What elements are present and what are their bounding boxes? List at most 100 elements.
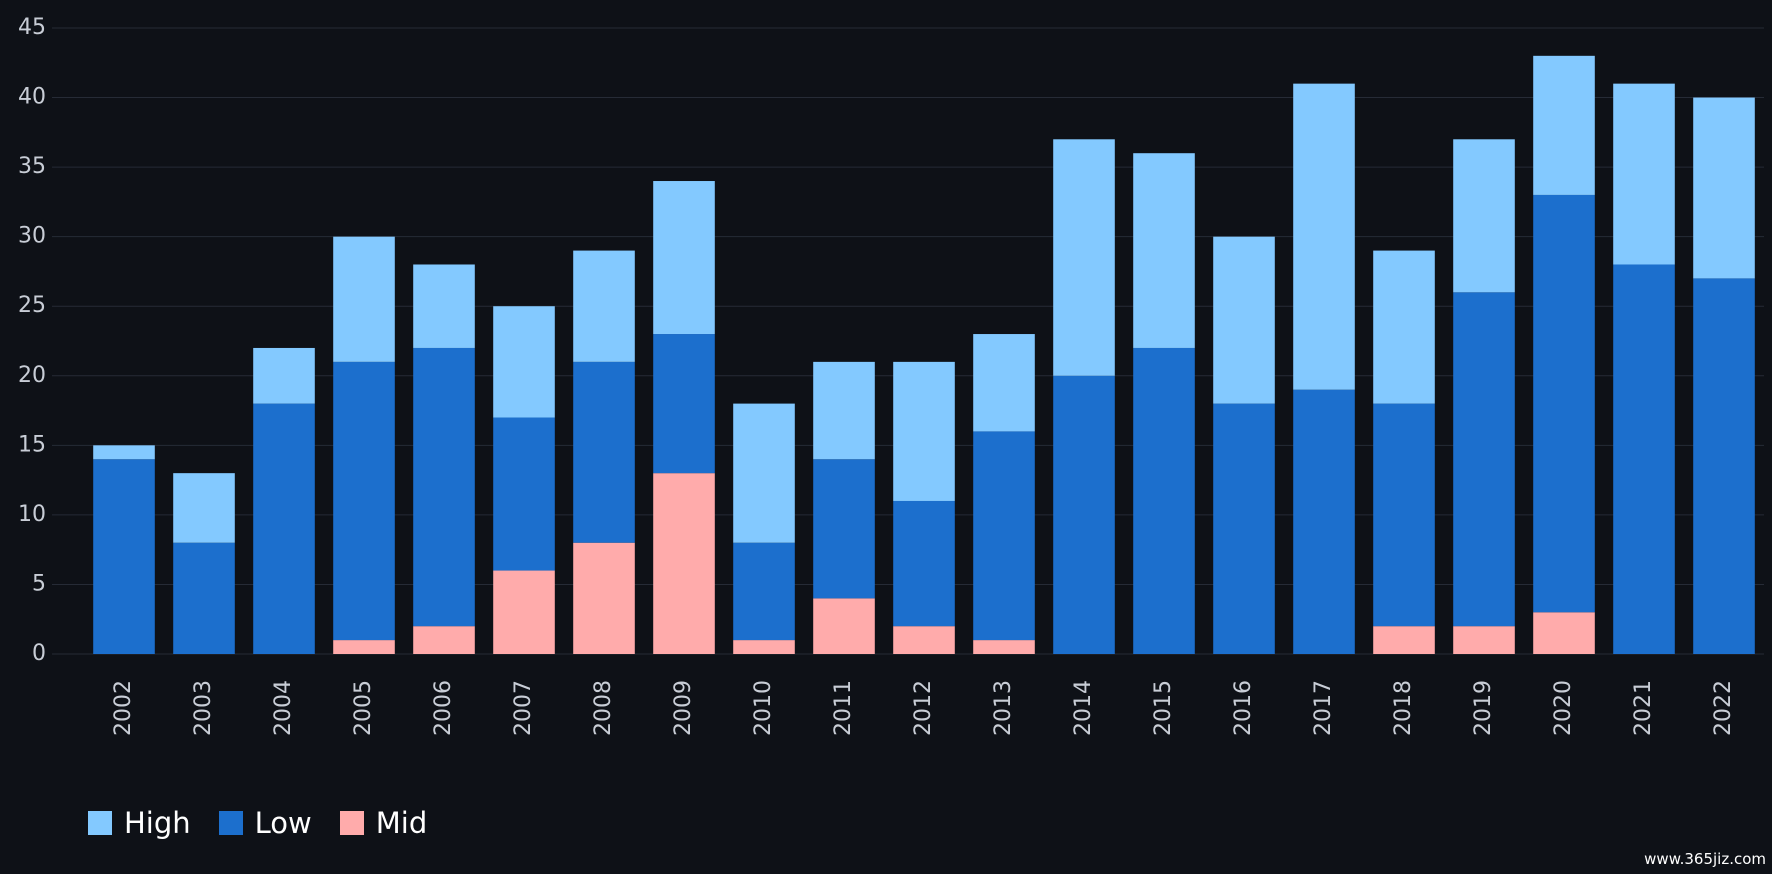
bar-segment-low	[93, 459, 155, 654]
x-tick-label: 2020	[1551, 680, 1576, 736]
bar-segment-high	[333, 236, 395, 362]
y-tick-label: 15	[18, 432, 46, 457]
bar-segment-mid	[893, 626, 955, 654]
bar-segment-low	[973, 431, 1035, 641]
bar-segment-high	[1613, 83, 1675, 265]
y-tick-label: 5	[32, 571, 46, 596]
legend-item-high: High	[88, 806, 191, 840]
bar-segment-high	[813, 361, 875, 460]
legend-item-mid: Mid	[339, 806, 428, 840]
bar-segment-high	[1373, 250, 1435, 404]
legend-label: Low	[254, 806, 312, 840]
bar-segment-mid	[1453, 626, 1515, 654]
bar-segment-mid	[1533, 612, 1595, 654]
bar-segment-high	[733, 403, 795, 543]
bar-segment-mid	[1373, 626, 1435, 654]
bar-segment-mid	[333, 640, 395, 654]
y-tick-label: 0	[32, 641, 46, 666]
bar-segment-low	[333, 361, 395, 641]
y-tick-label: 45	[18, 15, 46, 40]
bar-segment-high	[493, 306, 555, 418]
x-tick-label: 2009	[671, 680, 696, 736]
bar-segment-high	[1533, 55, 1595, 195]
y-tick-label: 20	[18, 363, 46, 388]
x-tick-label: 2021	[1631, 680, 1656, 736]
bar-segment-low	[1373, 403, 1435, 627]
bar-segment-high	[1133, 153, 1195, 348]
x-axis: 2002 2003 2004 2005 2006 2007 2008 2009 2010 2011…	[111, 680, 1736, 736]
y-tick-label: 40	[18, 85, 46, 110]
y-tick-label: 25	[18, 293, 46, 318]
bar-segment-high	[653, 181, 715, 335]
x-tick-label: 2015	[1151, 680, 1176, 736]
y-tick-label: 10	[18, 502, 46, 527]
x-tick-label: 2008	[591, 680, 616, 736]
bar-segment-low	[413, 347, 475, 627]
bar-segment-low	[1133, 347, 1195, 654]
x-tick-label: 2017	[1311, 680, 1336, 736]
bar-segment-high	[1053, 139, 1115, 376]
y-tick-label: 30	[18, 224, 46, 249]
watermark: www.365jiz.com	[1644, 850, 1766, 868]
legend-swatch	[218, 811, 243, 835]
bar-segment-mid	[413, 626, 475, 654]
bar-segment-low	[493, 417, 555, 571]
bar-segment-mid	[573, 542, 635, 654]
legend-label: High	[124, 806, 191, 840]
bars	[93, 55, 1755, 654]
x-tick-label: 2004	[271, 680, 296, 736]
bar-segment-high	[413, 264, 475, 348]
x-tick-label: 2006	[431, 680, 456, 736]
bar-segment-mid	[733, 640, 795, 654]
bar-segment-low	[1213, 403, 1275, 654]
legend: High Low Mid	[88, 806, 427, 840]
bar-segment-high	[1213, 236, 1275, 404]
y-tick-label: 35	[18, 154, 46, 179]
bar-segment-high	[173, 473, 235, 543]
x-tick-label: 2018	[1391, 680, 1416, 736]
bar-segment-low	[813, 459, 875, 599]
x-tick-label: 2005	[351, 680, 376, 736]
bar-segment-low	[173, 542, 235, 654]
x-tick-label: 2016	[1231, 680, 1256, 736]
x-tick-label: 2022	[1711, 680, 1736, 736]
x-tick-label: 2010	[751, 680, 776, 736]
bar-segment-mid	[973, 640, 1035, 654]
legend-label: Mid	[375, 806, 428, 840]
bar-segment-low	[573, 361, 635, 543]
x-tick-label: 2007	[511, 680, 536, 736]
bar-segment-high	[1453, 139, 1515, 293]
legend-swatch	[88, 811, 112, 835]
bar-segment-mid	[653, 473, 715, 654]
x-tick-label: 2002	[111, 680, 136, 736]
bar-segment-low	[653, 334, 715, 474]
legend-item-low: Low	[218, 806, 312, 840]
x-tick-label: 2012	[911, 680, 936, 736]
bar-segment-low	[1613, 264, 1675, 654]
bar-segment-low	[1533, 194, 1595, 613]
bar-segment-low	[733, 542, 795, 641]
bar-segment-high	[1693, 97, 1755, 279]
bar-segment-high	[973, 334, 1035, 432]
x-tick-label: 2014	[1071, 680, 1096, 736]
bar-segment-low	[893, 500, 955, 627]
x-tick-label: 2013	[991, 680, 1016, 736]
x-tick-label: 2019	[1471, 680, 1496, 736]
bar-segment-low	[1293, 389, 1355, 654]
bar-segment-high	[893, 361, 955, 501]
bar-segment-low	[1453, 292, 1515, 627]
bar-segment-low	[1693, 278, 1755, 654]
x-tick-label: 2003	[191, 680, 216, 736]
bar-segment-mid	[813, 598, 875, 654]
bar-segment-high	[573, 250, 635, 362]
bar-segment-high	[253, 347, 315, 404]
bar-segment-low	[1053, 375, 1115, 654]
bar-segment-high	[93, 445, 155, 460]
bar-segment-low	[253, 403, 315, 654]
x-tick-label: 2011	[831, 680, 856, 736]
bar-segment-mid	[493, 570, 555, 654]
legend-swatch	[339, 811, 364, 835]
y-axis: 0 5 10 15 20 25 30 35 40 45	[18, 15, 46, 666]
bar-segment-high	[1293, 83, 1355, 390]
